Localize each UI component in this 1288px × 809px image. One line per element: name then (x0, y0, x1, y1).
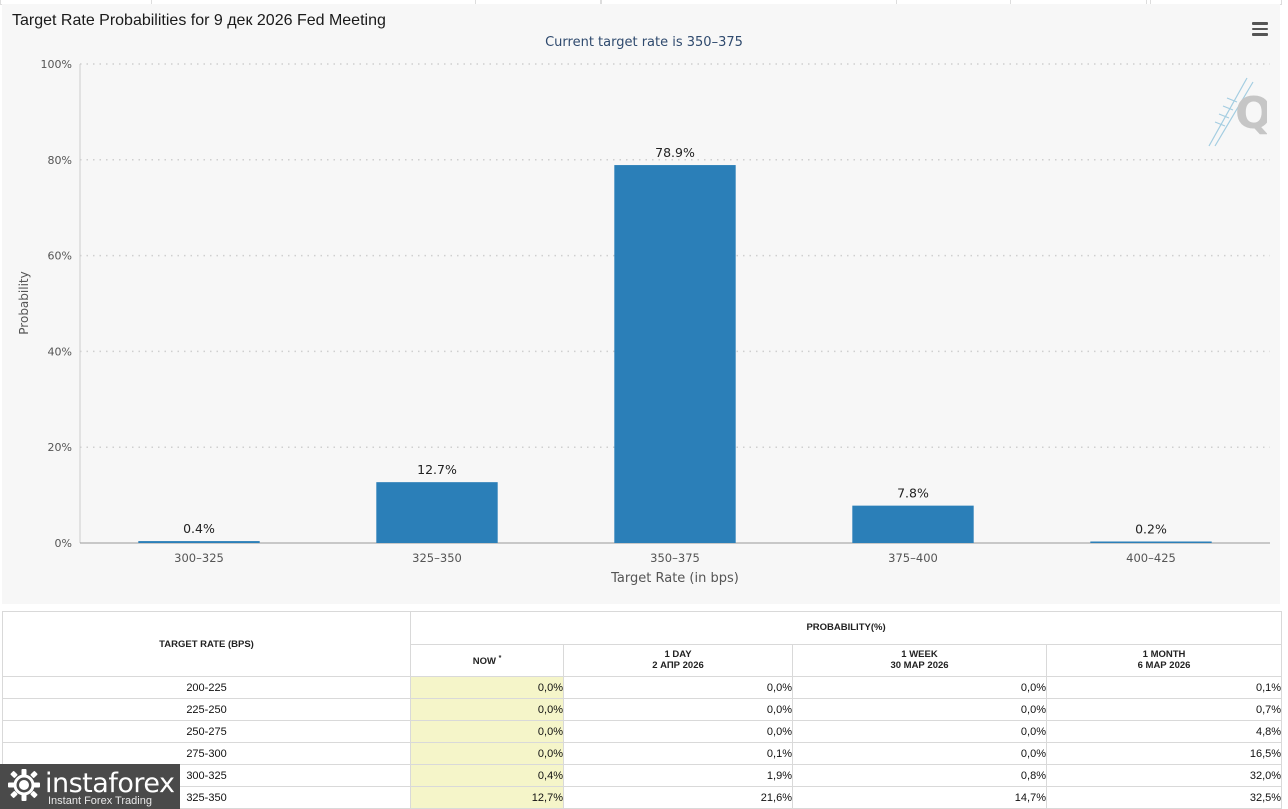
data-label: 0.4% (183, 521, 215, 536)
bar-300–325 (138, 541, 260, 543)
x-tick-label: 325–350 (412, 551, 462, 565)
cell-1-week: 0,0% (792, 676, 1047, 699)
cell-1-month: 0,1% (1045, 676, 1283, 699)
instaforex-logo: instaforex Instant Forex Trading (0, 764, 180, 809)
table-row: 325-350 12,7% 21,6% 14,7% 32,5% (2, 786, 1283, 809)
y-tick-label: 20% (48, 441, 72, 454)
cell-1-week: 0,0% (792, 698, 1047, 721)
y-tick-label: 60% (48, 250, 72, 263)
y-axis-title: Probability (17, 271, 31, 334)
chart-title: Target Rate Probabilities for 9 дек 2026… (12, 12, 386, 29)
cell-1-day: 1,9% (563, 764, 793, 787)
logo-brand: instaforex (45, 768, 175, 799)
cell-rate: 225-250 (2, 698, 411, 721)
cell-1-day: 0,1% (563, 742, 793, 765)
col-header-now: NOW * (410, 643, 564, 677)
cell-1-month: 32,0% (1045, 764, 1283, 787)
y-tick-label: 100% (41, 58, 72, 71)
bar-chart: 0% 20% 40% 60% 80% 100% 0.4% 300–325 12.7% 325–35… (17, 58, 1270, 586)
y-tick-label: 80% (48, 154, 72, 167)
cell-1-month: 32,5% (1045, 786, 1283, 809)
cell-1-month: 0,7% (1045, 698, 1283, 721)
bar-400–425 (1090, 541, 1212, 543)
bar-350–375 (614, 165, 736, 543)
x-tick-label: 375–400 (888, 551, 938, 565)
x-axis-title: Target Rate (in bps) (610, 571, 739, 586)
table-row: 250-275 0,0% 0,0% 0,0% 4,8% (2, 720, 1283, 743)
watermark-q-icon: Q (1208, 77, 1267, 147)
cell-rate: 275-300 (2, 742, 411, 765)
cell-1-week: 0,0% (792, 742, 1047, 765)
col-header-1-day: 1 DAY 2 АПР 2026 (563, 643, 793, 677)
cell-now: 0,0% (410, 698, 564, 721)
bar-325–350 (376, 482, 498, 543)
target-rate-header: TARGET RATE (BPS) (2, 611, 411, 677)
data-label: 78.9% (655, 145, 695, 160)
table-row: 200-225 0,0% 0,0% 0,0% 0,1% (2, 676, 1283, 699)
probability-header: PROBABILITY(%) (409, 611, 1283, 645)
x-tick-label: 400–425 (1126, 551, 1176, 565)
cell-1-week: 0,0% (792, 720, 1047, 743)
col-header-1-week: 1 WEEK 30 МАР 2026 (792, 643, 1047, 677)
chart-subtitle: Current target rate is 350–375 (545, 35, 743, 50)
bar-375–400 (852, 505, 974, 543)
table-row: 225-250 0,0% 0,0% 0,0% 0,7% (2, 698, 1283, 721)
col-header-1-month: 1 MONTH 6 МАР 2026 (1045, 643, 1283, 677)
data-label: 12.7% (417, 462, 457, 477)
cell-1-day: 21,6% (563, 786, 793, 809)
cell-1-day: 0,0% (563, 720, 793, 743)
table-row: 300-325 0,4% 1,9% 0,8% 32,0% (2, 764, 1283, 787)
cell-1-month: 4,8% (1045, 720, 1283, 743)
cell-now: 0,0% (410, 676, 564, 699)
cell-now: 0,4% (410, 764, 564, 787)
y-tick-label: 0% (55, 537, 72, 550)
x-tick-label: 300–325 (174, 551, 224, 565)
cell-1-day: 0,0% (563, 698, 793, 721)
cell-1-month: 16,5% (1045, 742, 1283, 765)
cell-1-day: 0,0% (563, 676, 793, 699)
data-label: 0.2% (1135, 522, 1167, 537)
cell-1-week: 0,8% (792, 764, 1047, 787)
y-tick-label: 40% (48, 345, 72, 358)
hamburger-menu-icon[interactable] (1252, 22, 1268, 36)
cell-now: 12,7% (410, 786, 564, 809)
probability-table: TARGET RATE (BPS) PROBABILITY(%) NOW * 1… (2, 611, 1283, 809)
x-tick-label: 350–375 (650, 551, 700, 565)
cell-1-week: 14,7% (792, 786, 1047, 809)
gear-logo-icon (8, 769, 40, 801)
table-row: 275-300 0,0% 0,1% 0,0% 16,5% (2, 742, 1283, 765)
data-label: 7.8% (897, 486, 929, 501)
cell-now: 0,0% (410, 720, 564, 743)
cell-now: 0,0% (410, 742, 564, 765)
watermark-q-text: Q (1235, 88, 1267, 139)
logo-tagline: Instant Forex Trading (48, 795, 152, 807)
cell-rate: 200-225 (2, 676, 411, 699)
cell-rate: 250-275 (2, 720, 411, 743)
